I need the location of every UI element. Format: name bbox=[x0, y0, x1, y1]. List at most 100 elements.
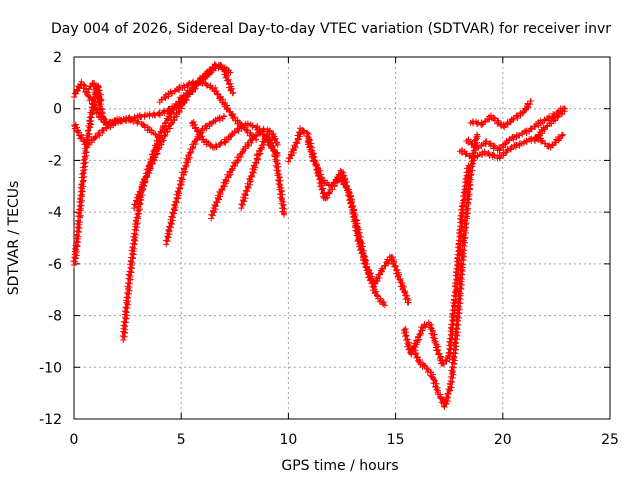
data-point bbox=[161, 108, 168, 115]
chart-title: Day 004 of 2026, Sidereal Day-to-day VTE… bbox=[51, 21, 611, 37]
y-axis-label: SDTVAR / TECUs bbox=[6, 181, 22, 296]
data-point bbox=[195, 127, 202, 134]
data-point bbox=[312, 162, 319, 169]
data-point bbox=[316, 176, 323, 183]
data-point bbox=[257, 145, 264, 152]
data-point bbox=[359, 249, 366, 256]
data-point bbox=[413, 354, 420, 361]
data-point bbox=[468, 141, 475, 148]
data-point bbox=[128, 254, 135, 261]
data-point bbox=[243, 126, 250, 133]
data-point bbox=[491, 142, 498, 149]
data-point bbox=[487, 140, 494, 147]
series-track-13 bbox=[304, 137, 388, 309]
data-point bbox=[76, 198, 83, 205]
data-point bbox=[74, 129, 81, 136]
data-point bbox=[503, 148, 510, 155]
data-point bbox=[466, 196, 473, 203]
data-point bbox=[433, 380, 440, 387]
data-point bbox=[146, 170, 153, 177]
data-point bbox=[203, 81, 210, 88]
data-point bbox=[442, 357, 449, 364]
data-point bbox=[131, 201, 138, 208]
data-point bbox=[175, 185, 182, 192]
data-point bbox=[186, 149, 193, 156]
data-point bbox=[140, 121, 147, 128]
data-point bbox=[270, 130, 277, 137]
data-point bbox=[252, 159, 259, 166]
data-point bbox=[467, 182, 474, 189]
data-point bbox=[465, 185, 472, 192]
data-point bbox=[223, 106, 230, 113]
data-point bbox=[235, 157, 242, 164]
data-point bbox=[452, 280, 459, 287]
data-point bbox=[551, 114, 558, 121]
data-point bbox=[403, 292, 410, 299]
data-point bbox=[73, 228, 80, 235]
data-point bbox=[463, 199, 470, 206]
data-point bbox=[161, 120, 168, 127]
data-point bbox=[90, 101, 97, 108]
data-point bbox=[552, 139, 559, 146]
data-point bbox=[274, 141, 281, 148]
x-tick-label: 15 bbox=[387, 432, 405, 448]
data-point bbox=[457, 270, 464, 277]
data-point bbox=[81, 163, 88, 170]
data-point bbox=[540, 124, 547, 131]
data-point bbox=[94, 106, 101, 113]
data-point bbox=[170, 210, 177, 217]
data-point bbox=[266, 136, 273, 143]
data-point bbox=[121, 319, 128, 326]
data-point bbox=[528, 135, 535, 142]
data-point bbox=[86, 131, 93, 138]
data-point bbox=[486, 152, 493, 159]
data-point bbox=[444, 391, 451, 398]
data-point bbox=[208, 211, 215, 218]
data-point bbox=[456, 285, 463, 292]
data-points bbox=[70, 61, 568, 410]
axis-ticks bbox=[73, 56, 611, 420]
data-point bbox=[142, 173, 149, 180]
data-point bbox=[136, 188, 143, 195]
data-point bbox=[83, 137, 90, 144]
data-point bbox=[231, 113, 238, 120]
data-point bbox=[362, 264, 369, 271]
data-point bbox=[403, 332, 410, 339]
data-point bbox=[345, 186, 352, 193]
data-point bbox=[96, 102, 103, 109]
data-point bbox=[400, 289, 407, 296]
data-point bbox=[280, 201, 287, 208]
data-point bbox=[312, 157, 319, 164]
data-point bbox=[147, 164, 154, 171]
data-point bbox=[561, 105, 568, 112]
data-point bbox=[81, 82, 88, 89]
data-point bbox=[186, 91, 193, 98]
data-point bbox=[416, 331, 423, 338]
data-point bbox=[455, 237, 462, 244]
data-point bbox=[412, 350, 419, 357]
data-point bbox=[527, 125, 534, 132]
data-point bbox=[395, 272, 402, 279]
data-point bbox=[247, 173, 254, 180]
data-point bbox=[71, 93, 77, 100]
data-point bbox=[228, 132, 235, 139]
data-point bbox=[175, 98, 182, 105]
data-point bbox=[307, 148, 314, 155]
data-point bbox=[169, 106, 176, 113]
y-tick-label: -12 bbox=[39, 412, 62, 428]
data-point bbox=[255, 156, 262, 163]
data-point bbox=[88, 104, 95, 111]
data-point bbox=[90, 105, 97, 112]
data-point bbox=[157, 141, 164, 148]
data-point bbox=[352, 227, 359, 234]
data-point bbox=[71, 90, 78, 97]
data-point bbox=[419, 327, 426, 334]
data-point bbox=[544, 123, 551, 130]
series-track-11 bbox=[238, 130, 288, 218]
data-point bbox=[267, 127, 274, 134]
data-point bbox=[213, 198, 220, 205]
data-point bbox=[456, 229, 463, 236]
grid bbox=[74, 57, 610, 419]
data-point bbox=[527, 101, 534, 108]
data-point bbox=[78, 181, 85, 188]
